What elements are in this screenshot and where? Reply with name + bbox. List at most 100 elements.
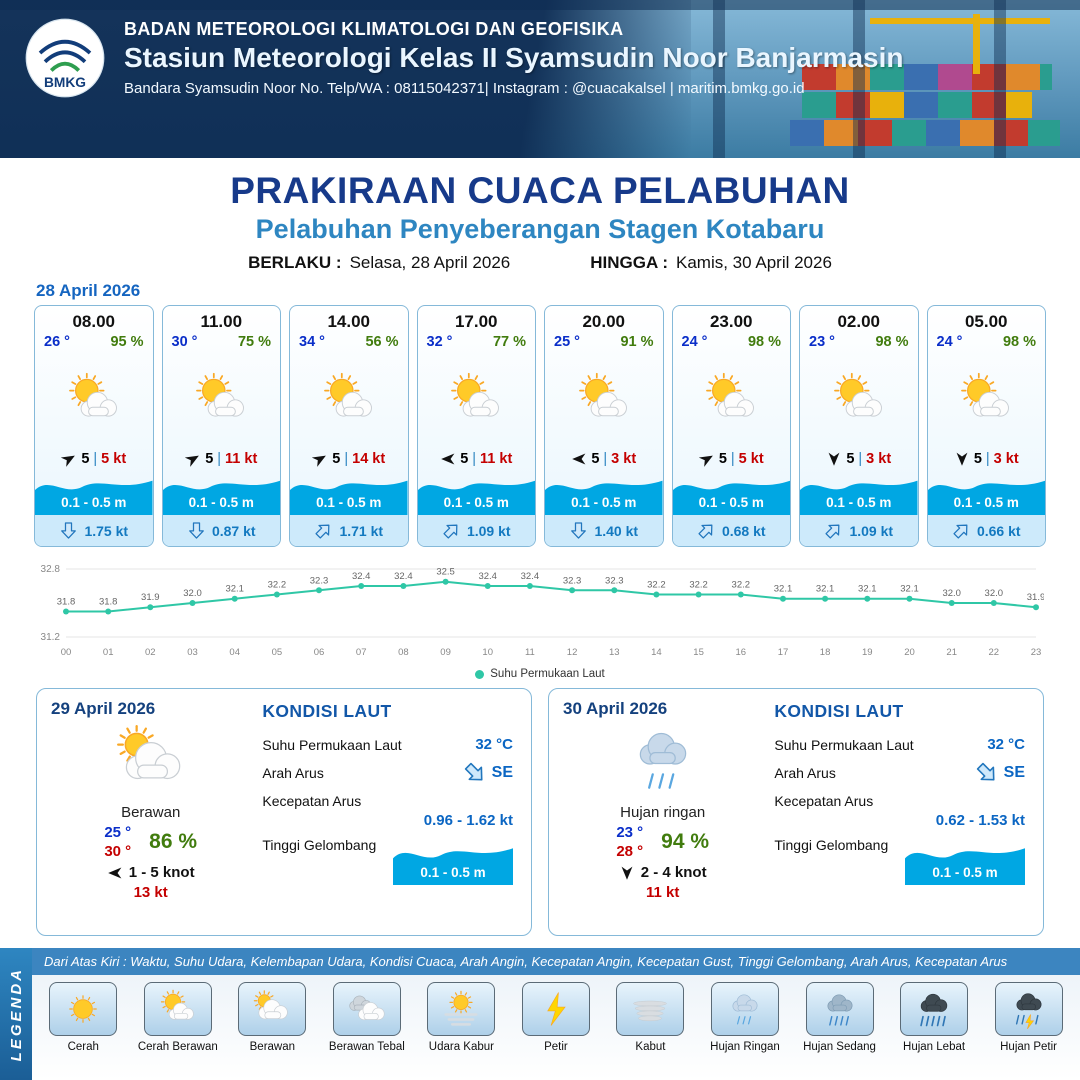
current-direction-arrow xyxy=(189,522,204,539)
wave-height-graphic: 0.1 - 0.5 m xyxy=(905,839,1025,885)
sst-line-chart: 32.8 31.2 31.8 00 31.8 01 31.9 02 32.0 03 32.1 04 32… xyxy=(41,564,1046,658)
card-time: 11.00 xyxy=(200,312,243,331)
card-wave-value: 0.1 - 0.5 m xyxy=(698,495,764,510)
weather-icon-berawan xyxy=(116,725,180,780)
card-current: 0.87 kt xyxy=(162,515,280,546)
card-temperature: 34 ° xyxy=(299,334,325,350)
port-name-subtitle: Pelabuhan Penyeberangan Stagen Kotabaru xyxy=(255,214,825,244)
wave-graphic xyxy=(672,480,790,515)
svg-text:16: 16 xyxy=(736,647,747,658)
svg-text:03: 03 xyxy=(187,647,198,658)
svg-text:31.8: 31.8 xyxy=(57,597,76,608)
wave-graphic xyxy=(393,848,513,885)
card-temperature: 26 ° xyxy=(44,334,70,350)
wind-direction-arrow xyxy=(956,452,968,466)
card-humidity: 77 % xyxy=(492,334,526,350)
daily-temp-min: 23 ° xyxy=(616,824,644,841)
legend-item-cerah: Cerah xyxy=(37,982,129,1053)
card-current-speed: 1.75 kt xyxy=(84,522,129,539)
bmkg-logo-label: BMKG xyxy=(44,75,86,90)
svg-text:32.0: 32.0 xyxy=(985,588,1004,599)
card-temperature: 32 ° xyxy=(426,334,453,350)
svg-text:32.2: 32.2 xyxy=(732,580,751,591)
svg-text:32.0: 32.0 xyxy=(942,588,961,599)
current-speed-label: Kecepatan Arus xyxy=(774,793,874,809)
svg-text:22: 22 xyxy=(989,647,1000,658)
hourly-card-05.00: 05.00 24 ° 98 % 5 | 3 kt 0.1 - 0.5 m 0.66 … xyxy=(926,305,1046,547)
card-humidity: 98 % xyxy=(875,334,909,350)
header-overlay xyxy=(0,0,692,158)
weather-icon-cerah-berawan xyxy=(961,372,1010,417)
svg-text:31.9: 31.9 xyxy=(1027,592,1044,603)
current-speed-label: Kecepatan Arus xyxy=(262,793,362,809)
container-stack-decoration xyxy=(802,64,1052,90)
card-temperature: 24 ° xyxy=(936,334,963,350)
svg-text:21: 21 xyxy=(946,647,957,658)
svg-text:32.8: 32.8 xyxy=(41,564,61,575)
card-weather-condition xyxy=(163,350,281,451)
legend-title: LEGENDA xyxy=(7,966,25,1062)
divider: | xyxy=(603,451,608,467)
card-wind: 5 | 11 kt xyxy=(418,451,536,472)
sst-label: Suhu Permukaan Laut xyxy=(774,736,914,753)
wind-direction-arrow xyxy=(828,452,840,466)
svg-text:02: 02 xyxy=(145,647,156,658)
svg-text:17: 17 xyxy=(778,647,789,658)
wave-height-value: 0.1 - 0.5 m xyxy=(932,865,998,880)
card-time: 02.00 xyxy=(837,312,881,331)
daily-card-1: 29 April 2026 Berawan 25 ° 30 ° 86 % 1 -… xyxy=(36,688,532,936)
legend-tile-hujan-sedang xyxy=(805,982,874,1036)
card-current-speed: 1.71 kt xyxy=(339,522,384,539)
card-gust: 3 kt xyxy=(611,451,637,467)
card-weather-condition xyxy=(673,350,791,451)
divider: | xyxy=(217,451,222,467)
legend-item-berawan: Berawan xyxy=(226,982,318,1053)
card-humidity: 98 % xyxy=(1002,334,1036,350)
card-weather-condition xyxy=(418,350,536,451)
legend-item-berawan-tebal: Berawan Tebal xyxy=(321,982,413,1053)
card-current-speed: 0.66 kt xyxy=(976,522,1021,539)
current-direction-arrow xyxy=(698,524,713,539)
bmkg-logo-icon: BMKG xyxy=(25,18,105,98)
current-direction-arrow xyxy=(464,762,483,781)
card-temperature: 30 ° xyxy=(171,334,198,350)
card-current: 1.09 kt xyxy=(800,515,918,546)
svg-text:18: 18 xyxy=(820,647,831,658)
svg-text:07: 07 xyxy=(356,647,367,658)
card-wave-height: 0.1 - 0.5 m xyxy=(672,472,790,515)
card-time: 17.00 xyxy=(454,312,498,331)
daily-temp-max: 28 ° xyxy=(616,843,644,860)
window-mullion xyxy=(993,0,1006,158)
card-wave-height: 0.1 - 0.5 m xyxy=(35,472,153,515)
sea-surface-temperature-chart: 32.8 31.2 31.8 00 31.8 01 31.9 02 32.0 03 32.1 04 32… xyxy=(0,547,1080,680)
bmkg-logo: BMKG xyxy=(22,18,108,98)
station-contact: Bandara Syamsudin Noor No. Telp/WA : 081… xyxy=(124,80,805,97)
svg-text:32.3: 32.3 xyxy=(563,575,582,586)
weather-icon-cerah-berawan xyxy=(68,372,117,417)
hourly-card-14.00: 14.00 34 ° 56 % 5 | 14 kt 0.1 - 0.5 m 1.71… xyxy=(289,305,409,547)
legend-tile-udara-kabur xyxy=(427,982,496,1036)
daily-wind-range: 1 - 5 knot xyxy=(128,864,195,881)
card-gust: 11 kt xyxy=(480,451,513,467)
valid-from-date: Selasa, 28 April 2026 xyxy=(349,253,511,272)
svg-text:09: 09 xyxy=(440,647,451,658)
daily-weather-label: Hujan ringan xyxy=(620,804,706,821)
card-gust: 3 kt xyxy=(866,451,892,467)
crane-decoration xyxy=(973,14,980,74)
svg-text:10: 10 xyxy=(482,647,493,658)
card-current-speed: 0.87 kt xyxy=(211,522,256,539)
sst-value: 32 °C xyxy=(987,736,1025,753)
current-direction-arrow xyxy=(953,524,968,539)
hourly-card-17.00: 17.00 32 ° 77 % 5 | 11 kt 0.1 - 0.5 m 1.09… xyxy=(416,305,536,547)
card-wind: 5 | 11 kt xyxy=(163,451,281,472)
wind-direction-arrow xyxy=(185,455,200,467)
current-direction-value: SE xyxy=(463,761,513,785)
legend-tile-petir xyxy=(521,982,590,1036)
svg-text:32.1: 32.1 xyxy=(858,584,877,595)
legend-item-hujan-ringan: Hujan Ringan xyxy=(699,982,791,1053)
card-wave-value: 0.1 - 0.5 m xyxy=(571,495,637,510)
daily-humidity: 86 % xyxy=(149,830,198,853)
validity-period: BERLAKU : Selasa, 28 April 2026 HINGGA : K… xyxy=(0,253,1080,273)
current-direction-arrow xyxy=(571,522,587,539)
card-current: 0.66 kt xyxy=(927,515,1045,546)
